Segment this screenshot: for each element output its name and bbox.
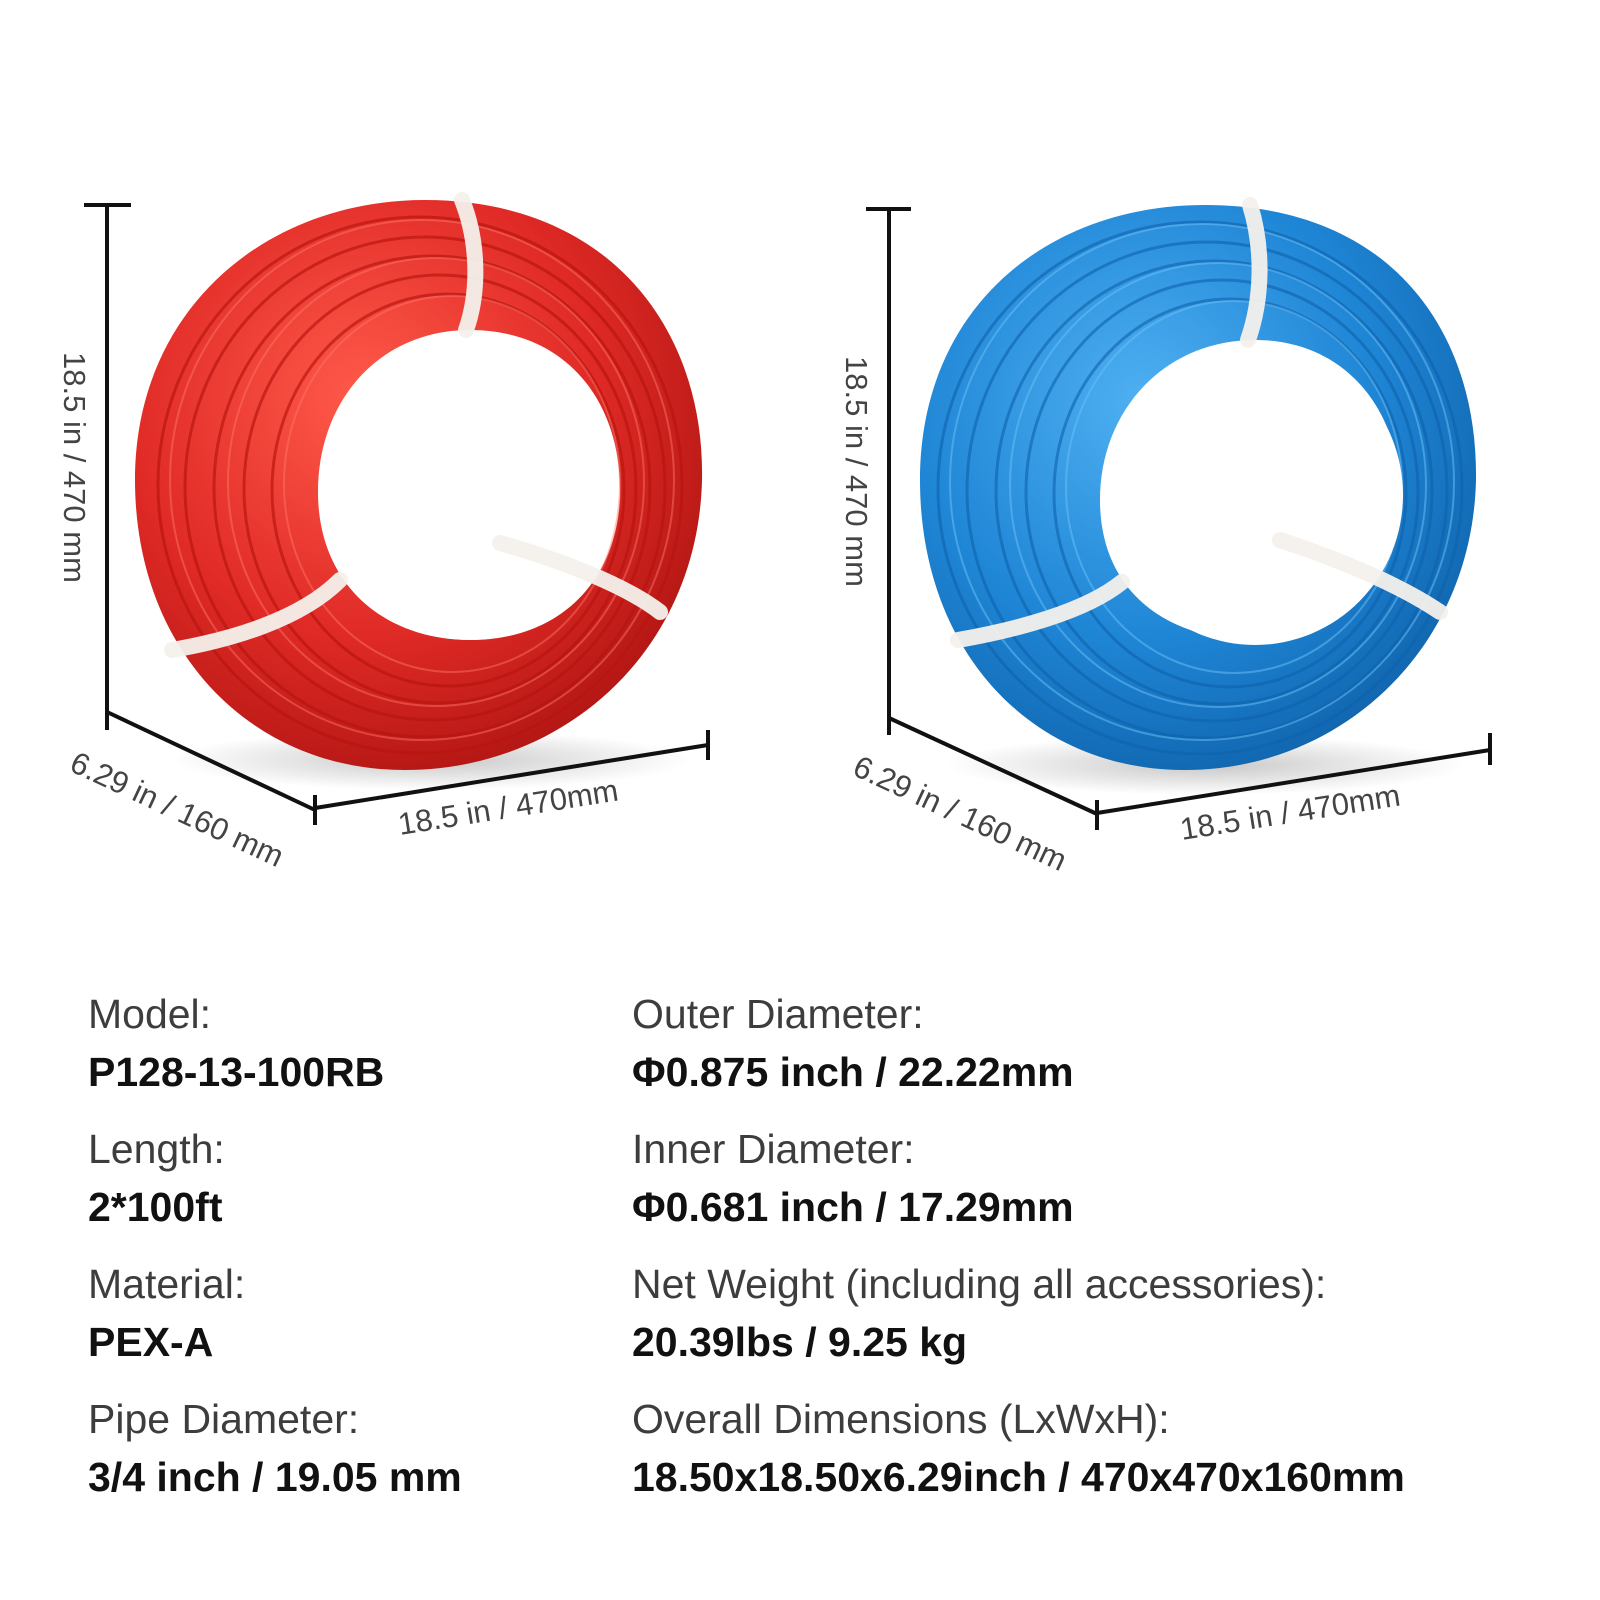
spec-value: 20.39lbs / 9.25 kg <box>632 1319 968 1365</box>
specifications: Model: P128-13-100RB Length: 2*100ft Mat… <box>0 990 1600 1550</box>
spec-outer-diameter: Outer Diameter: Φ0.875 inch / 22.22mm <box>632 990 1405 1125</box>
spec-label: Outer Diameter: <box>632 991 924 1037</box>
spec-label: Inner Diameter: <box>632 1126 915 1172</box>
spec-inner-diameter: Inner Diameter: Φ0.681 inch / 17.29mm <box>632 1125 1405 1260</box>
spec-value: Φ0.681 inch / 17.29mm <box>632 1184 1074 1230</box>
blue-height-label: 18.5 in / 470 mm <box>839 356 874 587</box>
spec-net-weight: Net Weight (including all accessories): … <box>632 1260 1405 1395</box>
product-figure: 18.5 in / 470 mm 6.29 in / 160 mm 18.5 i… <box>57 192 1492 878</box>
specs-right-column: Outer Diameter: Φ0.875 inch / 22.22mm In… <box>632 990 1405 1530</box>
blue-pex-coil <box>920 197 1477 795</box>
spec-label: Net Weight (including all accessories): <box>632 1261 1327 1307</box>
spec-material: Material: PEX-A <box>88 1260 462 1395</box>
spec-model: Model: P128-13-100RB <box>88 990 462 1125</box>
spec-label: Material: <box>88 1261 246 1307</box>
red-dimension-lines <box>84 203 710 825</box>
spec-label: Model: <box>88 991 212 1037</box>
spec-value: PEX-A <box>88 1319 214 1365</box>
blue-dimension-lines <box>866 207 1492 830</box>
spec-value: 3/4 inch / 19.05 mm <box>88 1454 462 1500</box>
specs-left-column: Model: P128-13-100RB Length: 2*100ft Mat… <box>88 990 462 1530</box>
spec-value: 2*100ft <box>88 1184 223 1230</box>
spec-value: Φ0.875 inch / 22.22mm <box>632 1049 1074 1095</box>
spec-value: 18.50x18.50x6.29inch / 470x470x160mm <box>632 1454 1405 1500</box>
spec-label: Overall Dimensions (LxWxH): <box>632 1396 1170 1442</box>
red-height-label: 18.5 in / 470 mm <box>57 352 92 583</box>
spec-value: P128-13-100RB <box>88 1049 385 1095</box>
spec-label: Length: <box>88 1126 225 1172</box>
spec-length: Length: 2*100ft <box>88 1125 462 1260</box>
spec-pipe-diameter: Pipe Diameter: 3/4 inch / 19.05 mm <box>88 1395 462 1530</box>
red-pex-coil <box>135 192 703 790</box>
spec-label: Pipe Diameter: <box>88 1396 360 1442</box>
spec-overall-dimensions: Overall Dimensions (LxWxH): 18.50x18.50x… <box>632 1395 1405 1530</box>
